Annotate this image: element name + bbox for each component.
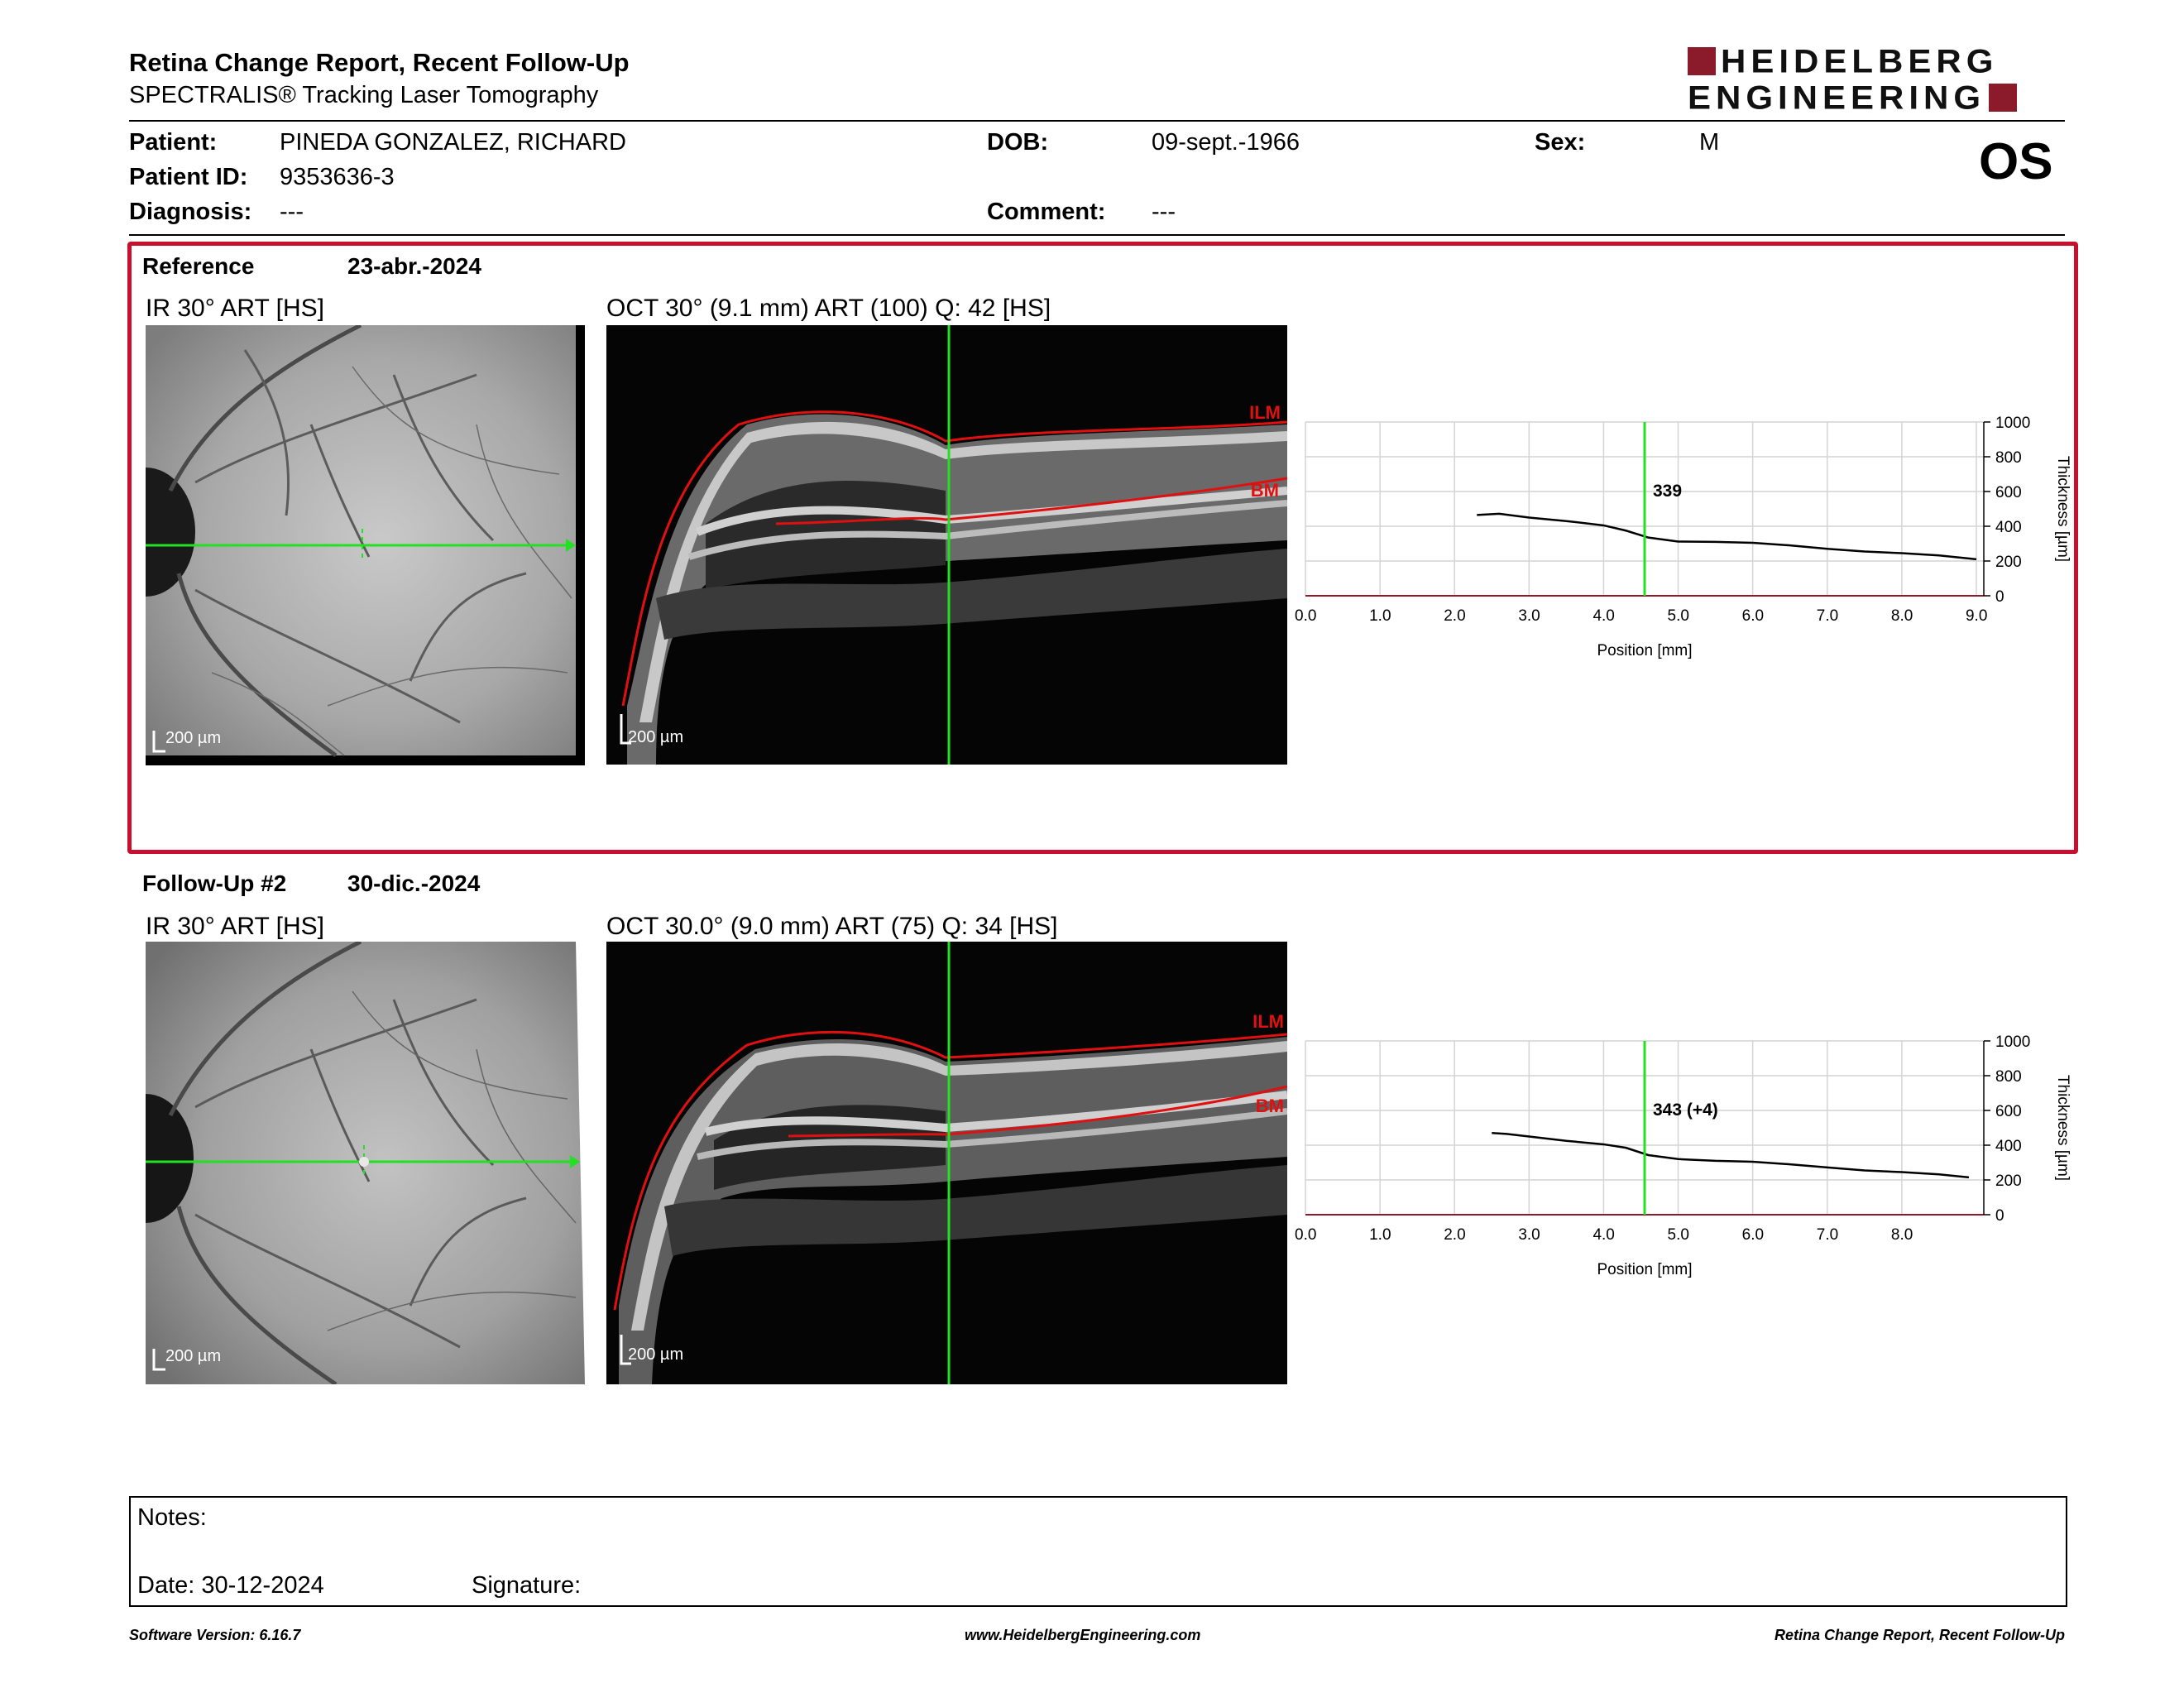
oct-bscan-image: ILM BM 200 µm [606, 325, 1287, 765]
marker-value-label: 343 (+4) [1653, 1101, 1718, 1120]
sex-value: M [1699, 129, 1720, 156]
x-tick-label: 1.0 [1369, 607, 1391, 625]
thickness-chart: 0 200 400 600 800 1000 0.0 1.0 2.0 3.0 4.0 5.0 6.0 7.… [1291, 414, 2085, 679]
y-tick-label: 400 [1995, 1138, 2022, 1155]
oct-image-title: OCT 30° (9.1 mm) ART (100) Q: 42 [HS] [606, 295, 1051, 322]
scale-bar-label: 200 µm [165, 729, 222, 747]
x-tick-label: 3.0 [1518, 607, 1540, 625]
y-tick-label: 1000 [1995, 1033, 2030, 1051]
reference-frame [127, 242, 2078, 854]
x-tick-label: 4.0 [1592, 607, 1614, 625]
y-tick-label: 200 [1995, 554, 2022, 571]
bm-label: BM [1250, 480, 1279, 501]
thickness-chart: 0 200 400 600 800 1000 0.0 1.0 2.0 3.0 4.0 5.0 6.0 7.… [1291, 1033, 2085, 1297]
signature-label: Signature: [472, 1572, 582, 1599]
footer-website-link[interactable]: www.HeidelbergEngineering.com [965, 1627, 1201, 1643]
logo-square-icon [1688, 47, 1716, 75]
x-tick-label: 5.0 [1668, 607, 1689, 625]
x-tick-label: 7.0 [1817, 607, 1838, 625]
footer-software-version: Software Version: 6.16.7 [129, 1627, 301, 1643]
logo-text-1: HEIDELBERG [1721, 42, 1999, 79]
diagnosis-value: --- [280, 199, 304, 225]
thickness-series-line [1477, 512, 1977, 561]
x-tick-label: 3.0 [1518, 1226, 1540, 1244]
x-axis-label: Position [mm] [1597, 642, 1692, 659]
exam-date: 23-abr.-2024 [347, 253, 481, 279]
oct-bscan-image: ILM BM 200 µm [606, 942, 1287, 1384]
exam-date: 30-dic.-2024 [347, 870, 481, 896]
exam-label: Follow-Up #2 [142, 870, 287, 896]
ir-image-title: IR 30° ART [HS] [146, 913, 324, 940]
report-subtitle: SPECTRALIS® Tracking Laser Tomography [129, 82, 599, 108]
x-tick-label: 6.0 [1742, 607, 1764, 625]
thickness-chart-svg: 0 200 400 600 800 1000 0.0 1.0 2.0 3.0 4.0 5.0 6.0 7.… [1295, 1033, 2071, 1278]
patient-id: 9353636-3 [280, 164, 395, 190]
y-tick-label: 0 [1995, 1207, 2004, 1225]
patient-divider [129, 234, 2065, 236]
ir-fundus-image: 200 µm [146, 942, 585, 1384]
y-axis-label: Thickness [µm] [2054, 1075, 2071, 1181]
exam-label: Reference [142, 253, 255, 279]
y-axis-label: Thickness [µm] [2054, 456, 2071, 562]
x-tick-label: 1.0 [1369, 1226, 1391, 1244]
x-tick-label: 9.0 [1966, 607, 1987, 625]
x-tick-label: 2.0 [1444, 607, 1465, 625]
y-tick-label: 1000 [1995, 415, 2030, 432]
bm-label: BM [1255, 1096, 1284, 1116]
ilm-label: ILM [1249, 402, 1281, 423]
oct-image-title: OCT 30.0° (9.0 mm) ART (75) Q: 34 [HS] [606, 913, 1058, 940]
marker-value-label: 339 [1653, 482, 1682, 501]
scale-bar-label: 200 µm [165, 1347, 222, 1365]
thickness-series-line [1492, 1132, 1970, 1179]
y-tick-label: 600 [1995, 1103, 2022, 1120]
x-tick-label: 7.0 [1817, 1226, 1838, 1244]
x-tick-label: 5.0 [1668, 1226, 1689, 1244]
scale-bar-label: 200 µm [628, 728, 684, 746]
y-tick-label: 400 [1995, 519, 2022, 536]
patient-name: PINEDA GONZALEZ, RICHARD [280, 129, 626, 156]
x-axis-label: Position [mm] [1597, 1261, 1692, 1278]
y-tick-label: 800 [1995, 449, 2022, 467]
date-label: Date: 30-12-2024 [137, 1572, 324, 1599]
ir-image-title: IR 30° ART [HS] [146, 295, 324, 322]
header-divider [129, 120, 2065, 122]
patient-id-label: Patient ID: [129, 164, 248, 190]
x-tick-label: 0.0 [1295, 1226, 1316, 1244]
x-tick-label: 4.0 [1592, 1226, 1614, 1244]
y-tick-label: 600 [1995, 484, 2022, 501]
notes-label: Notes: [137, 1504, 207, 1531]
y-tick-label: 0 [1995, 588, 2004, 606]
x-tick-label: 2.0 [1444, 1226, 1465, 1244]
dob-label: DOB: [987, 129, 1049, 156]
eye-indicator: OS [1979, 133, 2053, 190]
x-tick-label: 6.0 [1742, 1226, 1764, 1244]
dob-value: 09-sept.-1966 [1152, 129, 1300, 156]
y-tick-label: 800 [1995, 1068, 2022, 1086]
report-title: Retina Change Report, Recent Follow-Up [129, 48, 630, 77]
footer-report-name: Retina Change Report, Recent Follow-Up [1774, 1627, 2065, 1643]
y-tick-label: 200 [1995, 1172, 2022, 1190]
scale-bar-label: 200 µm [628, 1345, 684, 1364]
comment-label: Comment: [987, 199, 1106, 225]
x-tick-label: 0.0 [1295, 607, 1316, 625]
notes-box: Notes: Date: 30-12-2024 Signature: [129, 1496, 2067, 1607]
x-tick-label: 8.0 [1891, 1226, 1913, 1244]
ilm-label: ILM [1252, 1011, 1284, 1032]
patient-label: Patient: [129, 129, 218, 156]
ir-fundus-image: 200 µm [146, 325, 585, 765]
diagnosis-label: Diagnosis: [129, 199, 252, 225]
logo-text-2: ENGINEERING [1688, 79, 1986, 116]
x-tick-label: 8.0 [1891, 607, 1913, 625]
thickness-chart-svg: 0 200 400 600 800 1000 0.0 1.0 2.0 3.0 4.0 5.0 6.0 7.… [1295, 415, 2071, 659]
sex-label: Sex: [1535, 129, 1586, 156]
comment-value: --- [1152, 199, 1176, 225]
logo-square-icon [1989, 84, 2018, 112]
